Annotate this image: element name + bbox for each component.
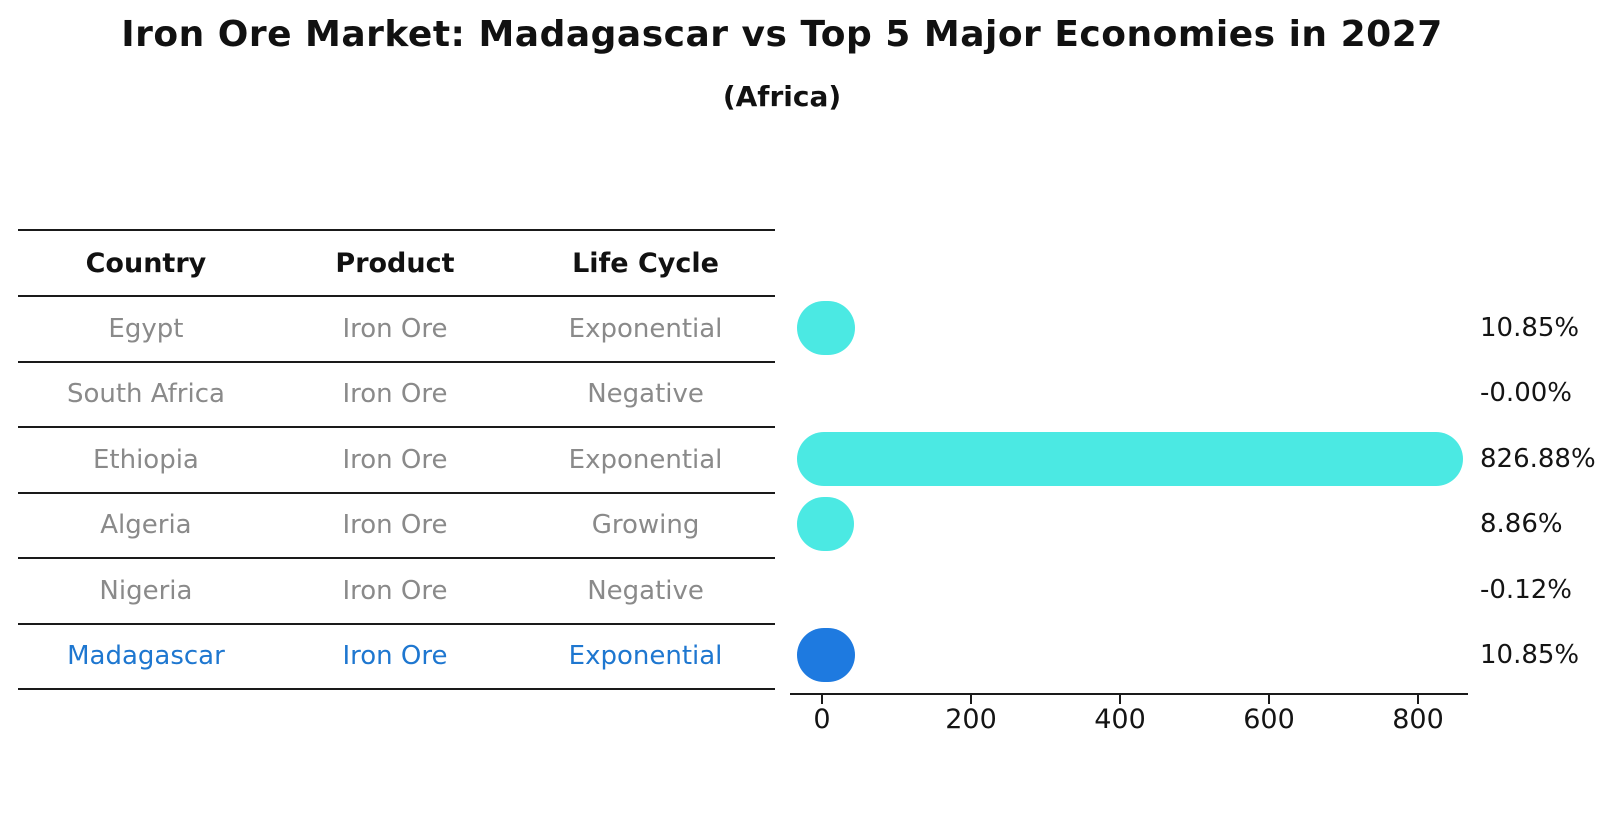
table-cell-country: Madagascar bbox=[67, 641, 225, 672]
x-tick-label-400: 400 bbox=[1094, 704, 1146, 735]
table-cell-product: Iron Ore bbox=[342, 379, 448, 410]
value-label-ethiopia: 826.88% bbox=[1480, 443, 1596, 474]
value-label-algeria: 8.86% bbox=[1480, 509, 1563, 540]
table-cell-country: Ethiopia bbox=[92, 444, 199, 475]
table-cell-life-cycle: Exponential bbox=[568, 313, 723, 344]
table-row-ethiopia: Ethiopia Iron Ore Exponential bbox=[18, 428, 775, 494]
table-row-algeria: Algeria Iron Ore Growing bbox=[18, 494, 775, 559]
table-cell-product: Iron Ore bbox=[342, 641, 448, 672]
bar-algeria bbox=[797, 497, 854, 552]
table-cell-product: Iron Ore bbox=[342, 575, 448, 606]
table-body: Egypt Iron Ore Exponential South Africa Iron… bbox=[18, 297, 775, 690]
chart-title: Iron Ore Market: Madagascar vs Top 5 Maj… bbox=[121, 14, 1443, 55]
x-tick-label-600: 600 bbox=[1243, 704, 1295, 735]
bar-egypt bbox=[797, 300, 856, 355]
table-row-south-africa: South Africa Iron Ore Negative bbox=[18, 363, 775, 428]
table-cell-country: South Africa bbox=[66, 379, 225, 410]
table-row-nigeria: Nigeria Iron Ore Negative bbox=[18, 559, 775, 625]
x-tick-label-800: 800 bbox=[1392, 704, 1444, 735]
chart-subtitle: (Africa) bbox=[722, 80, 842, 113]
table-cell-life-cycle: Negative bbox=[587, 575, 704, 606]
table-header-row: Country Product Life Cycle bbox=[18, 231, 775, 297]
table-cell-country: Algeria bbox=[100, 510, 192, 541]
table-cell-life-cycle: Negative bbox=[587, 379, 704, 410]
table-cell-life-cycle: Exponential bbox=[568, 444, 723, 475]
table-row-madagascar: Madagascar Iron Ore Exponential bbox=[18, 625, 775, 690]
table-header-product: Product bbox=[335, 247, 455, 279]
table-cell-life-cycle: Exponential bbox=[568, 641, 723, 672]
value-label-egypt: 10.85% bbox=[1480, 312, 1580, 343]
x-tick-label-0: 0 bbox=[813, 704, 831, 735]
value-label-madagascar: 10.85% bbox=[1480, 640, 1580, 671]
table-cell-product: Iron Ore bbox=[342, 510, 448, 541]
bar-ethiopia bbox=[797, 431, 1464, 486]
table-cell-country: Egypt bbox=[108, 313, 184, 344]
value-label-nigeria: -0.12% bbox=[1480, 574, 1572, 605]
country-table: Country Product Life Cycle Egypt Iron Ore… bbox=[18, 229, 775, 690]
x-tick-mark-0 bbox=[821, 695, 823, 704]
x-tick-mark-800 bbox=[1417, 695, 1419, 704]
value-label-south-africa: -0.00% bbox=[1480, 378, 1572, 409]
x-tick-label-200: 200 bbox=[945, 704, 997, 735]
table-cell-product: Iron Ore bbox=[342, 313, 448, 344]
x-tick-mark-200 bbox=[970, 695, 972, 704]
table-cell-product: Iron Ore bbox=[342, 444, 448, 475]
table-cell-country: Nigeria bbox=[99, 575, 193, 606]
x-axis-line bbox=[790, 693, 1468, 695]
table-header-life-cycle: Life Cycle bbox=[572, 247, 719, 279]
table-row-egypt: Egypt Iron Ore Exponential bbox=[18, 297, 775, 363]
x-tick-mark-400 bbox=[1119, 695, 1121, 704]
table-header-country: Country bbox=[85, 247, 207, 279]
table-cell-life-cycle: Growing bbox=[591, 510, 700, 541]
x-tick-mark-600 bbox=[1268, 695, 1270, 704]
bar-madagascar bbox=[797, 628, 856, 683]
